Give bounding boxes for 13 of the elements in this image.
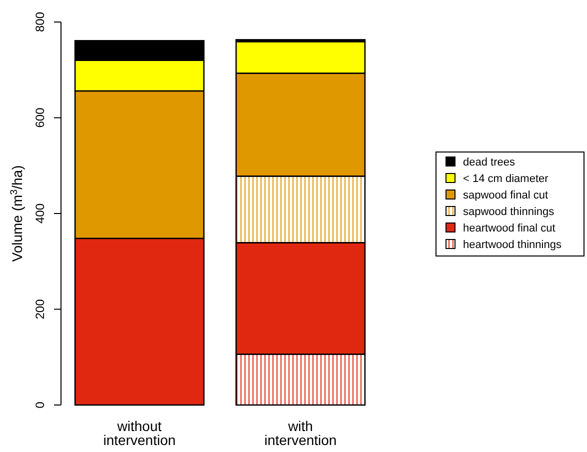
legend-label: < 14 cm diameter bbox=[463, 173, 549, 185]
y-tick-label: 400 bbox=[33, 203, 47, 224]
x-tick-label: with intervention bbox=[264, 418, 337, 448]
y-tick-label: 200 bbox=[33, 298, 47, 320]
y-tick-label: 0 bbox=[33, 401, 47, 408]
y-tick-label: 800 bbox=[33, 12, 47, 32]
legend-label: dead trees bbox=[463, 156, 516, 168]
x-tick-label: without intervention bbox=[103, 418, 176, 448]
y-tick-label: 600 bbox=[33, 107, 47, 128]
legend-label: heartwood thinnings bbox=[463, 239, 562, 251]
legend-label: sapwood thinnings bbox=[463, 206, 555, 218]
legend-label: sapwood final cut bbox=[463, 190, 548, 202]
legend-label: heartwood final cut bbox=[463, 222, 556, 234]
